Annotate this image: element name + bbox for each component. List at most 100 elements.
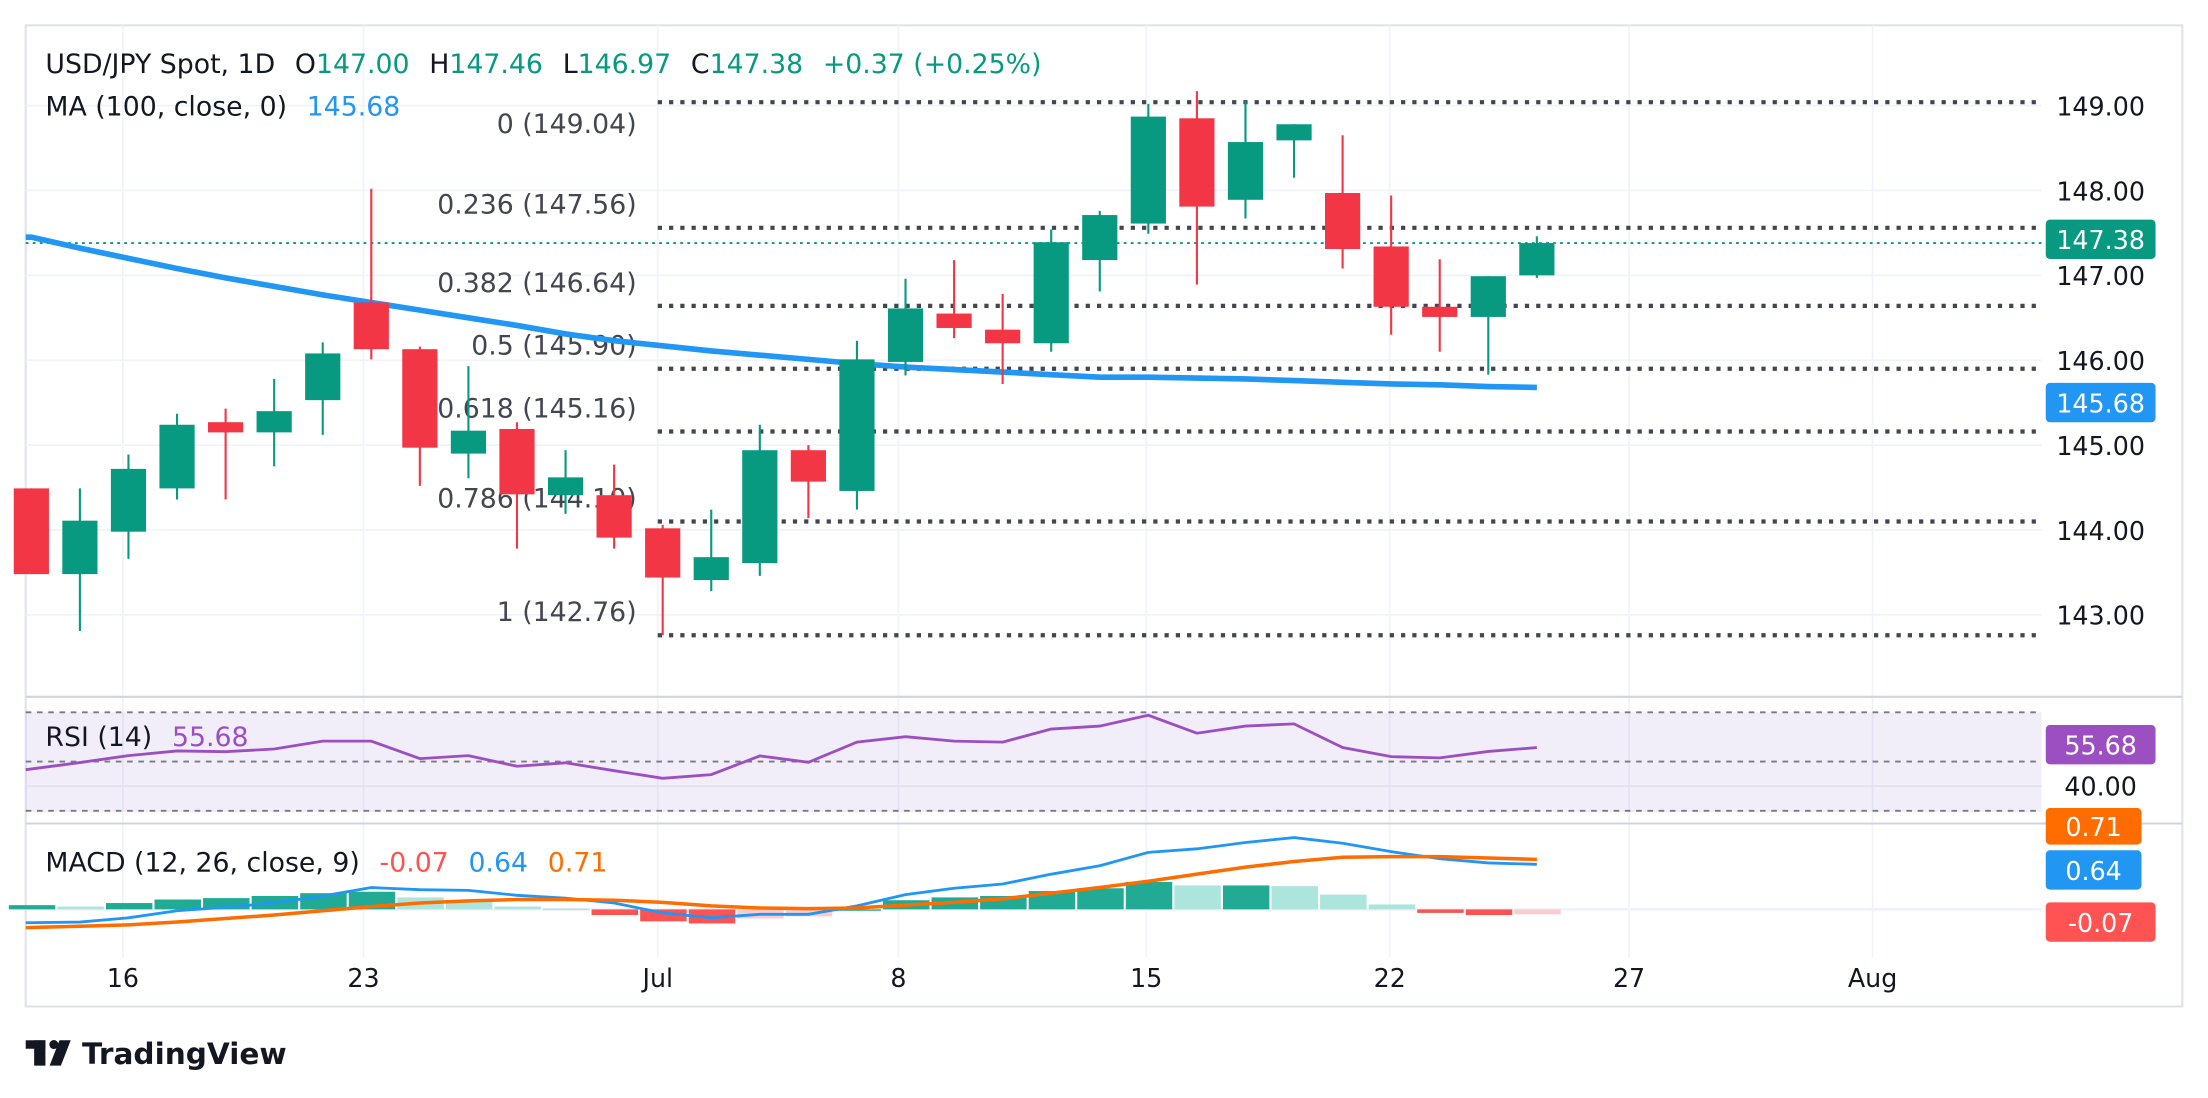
fibonacci-retracement[interactable]: 0 (149.04) 0.236 (147.56) 0.382 (146.64) 0.… bbox=[437, 100, 2042, 638]
macd-line bbox=[25, 836, 1537, 925]
ma-value: 145.68 bbox=[307, 91, 401, 122]
time-tick-label: 8 bbox=[890, 963, 906, 993]
macd-hist-bar bbox=[1077, 888, 1124, 910]
macd-hist-bar bbox=[445, 901, 493, 910]
candle bbox=[402, 346, 438, 486]
candle bbox=[693, 509, 729, 592]
candle-body bbox=[1082, 215, 1118, 261]
rsi-tick-label: 40.00 bbox=[2064, 771, 2137, 801]
macd-signal-badge: 0.71 bbox=[2045, 808, 2142, 845]
candles bbox=[13, 91, 1555, 636]
time-axis[interactable]: 16 23 Jul 8 15 22 27 Aug bbox=[107, 963, 1898, 993]
price-axis[interactable]: 149.00 148.00 147.00 146.00 145.00 144.00 143.… bbox=[2056, 91, 2145, 630]
macd-hist-bar bbox=[1125, 881, 1173, 910]
time-tick-label: 16 bbox=[107, 963, 139, 993]
rsi-band-lines bbox=[25, 711, 2042, 812]
candle-body bbox=[62, 520, 98, 575]
open-label: O bbox=[295, 49, 316, 80]
time-tick-label: Jul bbox=[640, 963, 673, 993]
candle-body bbox=[450, 430, 487, 454]
price-tick-label: 144.00 bbox=[2056, 516, 2145, 546]
legend-row: USD/JPY Spot, 1D O147.00 H147.46 L146.97… bbox=[45, 49, 1041, 80]
tradingview-logo-icon bbox=[25, 1040, 71, 1066]
time-tick-label: 15 bbox=[1130, 963, 1162, 993]
high-label: H bbox=[429, 49, 449, 80]
macd-hist-bar bbox=[1465, 909, 1513, 915]
candle-body bbox=[305, 353, 341, 401]
candle bbox=[839, 340, 875, 510]
candle bbox=[1276, 124, 1312, 178]
candle bbox=[985, 294, 1021, 384]
candle bbox=[256, 378, 292, 467]
candle-body bbox=[208, 422, 244, 433]
candle-body bbox=[1373, 246, 1409, 307]
candle-body bbox=[596, 495, 632, 538]
candle bbox=[1519, 236, 1555, 278]
candle-body bbox=[499, 428, 535, 495]
low-label: L bbox=[563, 49, 578, 80]
macd-hist-bar bbox=[8, 905, 56, 910]
symbol-title[interactable]: USD/JPY Spot, 1D bbox=[45, 49, 275, 80]
open-value: 147.00 bbox=[316, 49, 410, 80]
time-tick-label: 27 bbox=[1613, 963, 1645, 993]
macd-line-value: 0.64 bbox=[469, 847, 529, 878]
candle-body bbox=[1470, 276, 1506, 317]
fib-level-label: 0.618 (145.16) bbox=[437, 393, 636, 424]
price-tick-label: 149.00 bbox=[2056, 91, 2145, 121]
candle-body bbox=[110, 468, 147, 532]
last-price-badge: 147.38 bbox=[2045, 219, 2156, 260]
candle-body bbox=[1519, 243, 1555, 276]
fib-level-label: 0.236 (147.56) bbox=[437, 190, 636, 221]
macd-hist-bar bbox=[203, 898, 250, 910]
candle bbox=[547, 450, 584, 514]
macd-hist-badge-label: -0.07 bbox=[2068, 908, 2134, 938]
rsi-legend[interactable]: RSI (14) 55.68 bbox=[45, 722, 248, 753]
price-tick-label: 146.00 bbox=[2056, 346, 2145, 376]
macd-hist-value: -0.07 bbox=[380, 847, 449, 878]
candle bbox=[1227, 101, 1264, 219]
low-value: 146.97 bbox=[578, 49, 672, 80]
macd-hist-bar bbox=[1271, 886, 1318, 910]
rsi-badge-label: 55.68 bbox=[2064, 731, 2137, 761]
candle-body bbox=[985, 329, 1021, 344]
macd-legend[interactable]: MACD (12, 26, close, 9) -0.07 0.64 0.71 bbox=[45, 847, 607, 878]
candle bbox=[887, 278, 924, 376]
candle bbox=[645, 524, 681, 636]
macd-signal-badge-label: 0.71 bbox=[2065, 812, 2121, 842]
macd-label: MACD (12, 26, close, 9) bbox=[45, 847, 359, 878]
macd-hist-bar bbox=[1368, 904, 1416, 910]
macd-line-badge-label: 0.64 bbox=[2065, 856, 2121, 886]
candle-body bbox=[790, 450, 826, 482]
macd-hist-bar bbox=[154, 899, 201, 910]
price-tick-label: 148.00 bbox=[2056, 176, 2145, 206]
candle bbox=[159, 413, 195, 500]
candle-body bbox=[645, 528, 681, 578]
price-tick-label: 145.00 bbox=[2056, 431, 2145, 461]
candle bbox=[1373, 195, 1409, 335]
macd-hist-bar bbox=[834, 909, 881, 911]
time-tick-label: 22 bbox=[1374, 963, 1406, 993]
macd-hist-bar bbox=[494, 906, 541, 910]
close-label: C bbox=[691, 49, 710, 80]
candle-body bbox=[353, 302, 389, 350]
macd-hist-bar bbox=[1514, 909, 1561, 915]
candle-body bbox=[1130, 116, 1166, 224]
ma-legend[interactable]: MA (100, close, 0) 145.68 bbox=[45, 91, 400, 122]
candle-body bbox=[159, 424, 195, 489]
tradingview-logo[interactable]: TradingView bbox=[25, 1037, 287, 1071]
price-tick-label: 143.00 bbox=[2056, 601, 2145, 631]
candle bbox=[353, 188, 389, 360]
macd-hist-badge: -0.07 bbox=[2045, 902, 2156, 942]
macd-hist-bar bbox=[57, 906, 104, 910]
macd-line-badge: 0.64 bbox=[2045, 850, 2142, 890]
candle bbox=[208, 408, 244, 500]
time-tick-label: 23 bbox=[347, 963, 379, 993]
candle-body bbox=[742, 450, 778, 564]
candle bbox=[62, 488, 98, 632]
candle bbox=[936, 260, 972, 339]
ma100-line bbox=[25, 234, 1537, 391]
close-value: 147.38 bbox=[710, 49, 804, 80]
rsi-badge: 55.68 bbox=[2045, 724, 2156, 765]
